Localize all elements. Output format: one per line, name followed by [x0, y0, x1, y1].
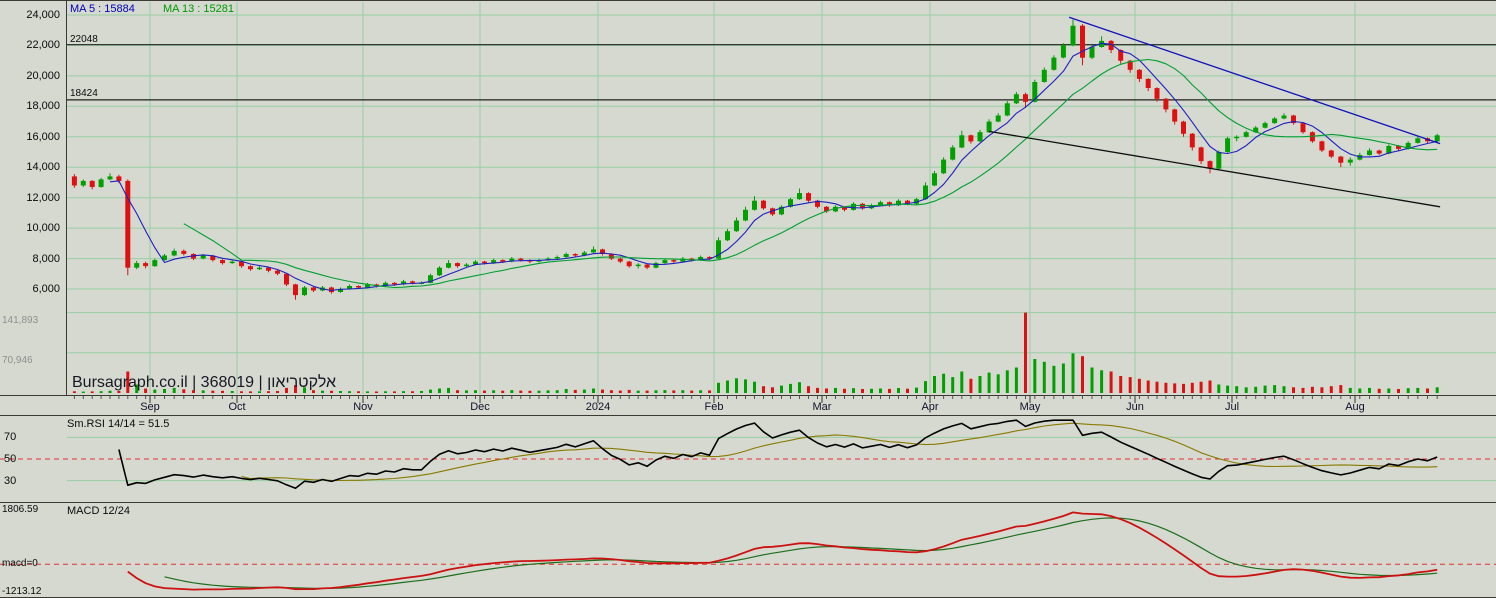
volume-bars: [72, 312, 1439, 394]
trendlines: [988, 16, 1441, 208]
horizontal-price-lines: [67, 44, 1496, 101]
x-axis-ticks: [73, 396, 1438, 403]
rsi-pane: [0, 419, 1496, 490]
moving-averages: [109, 42, 1438, 292]
macd-pane: [0, 511, 1496, 591]
gridlines: [67, 2, 1496, 482]
